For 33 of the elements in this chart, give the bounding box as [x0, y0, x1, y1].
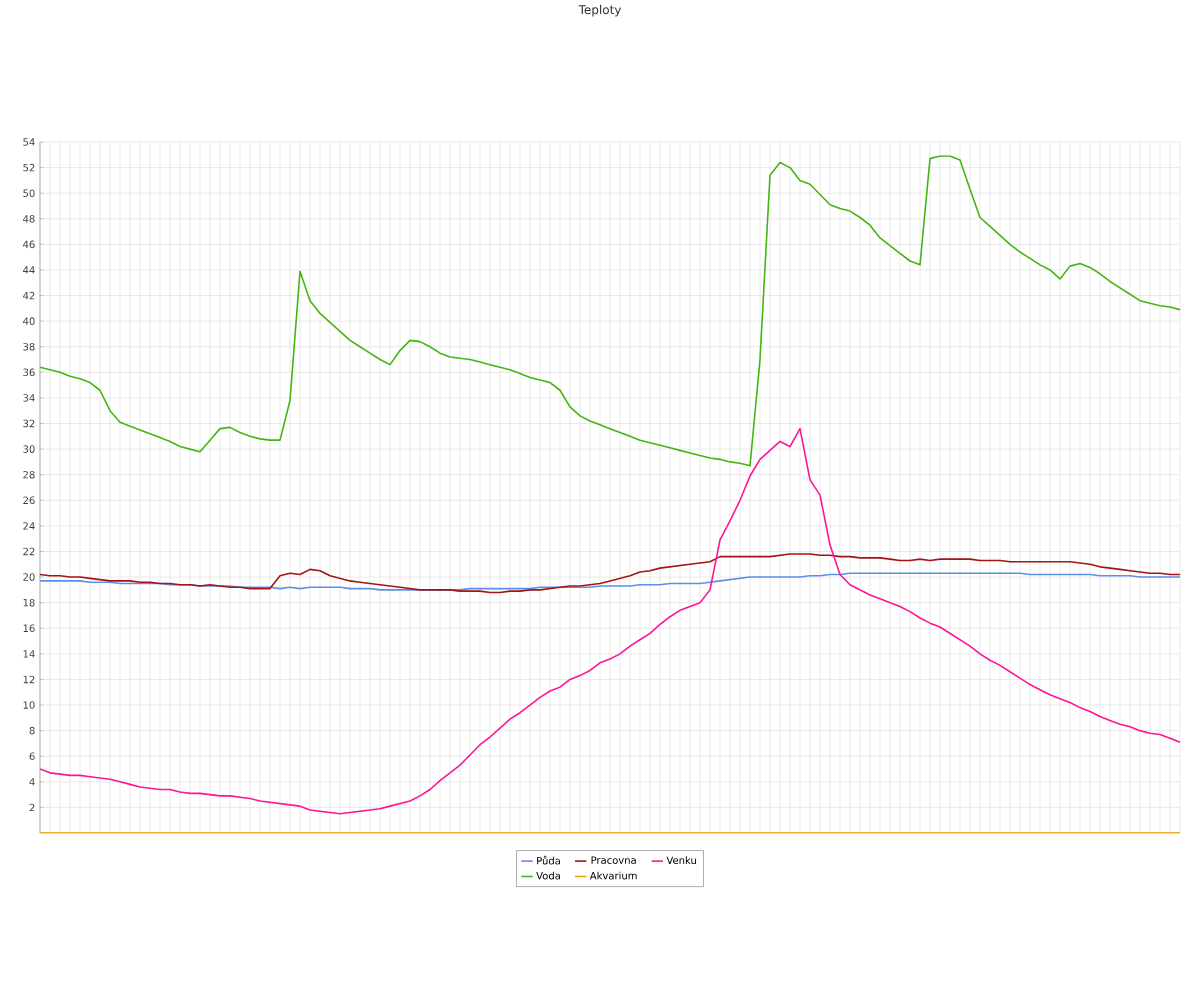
y-tick-label: 30	[23, 445, 35, 453]
legend-label: Půda	[537, 855, 560, 865]
y-tick-label: 12	[23, 675, 35, 684]
y-tick-label: 54	[23, 138, 35, 146]
legend-label: Akvarium	[589, 871, 637, 880]
y-tick-label: 46	[23, 240, 35, 249]
y-tick-label: 38	[23, 342, 35, 351]
y-tick-label: 48	[23, 214, 35, 223]
y-tick-label: 6	[29, 752, 35, 761]
y-tick-label: 18	[23, 598, 35, 607]
y-tick-label: 28	[23, 470, 35, 479]
y-tick-label: 40	[23, 317, 35, 325]
y-tick-label: 10	[23, 701, 35, 709]
legend-label: Pracovna	[591, 856, 636, 864]
y-tick-label: 34	[23, 394, 35, 402]
y-tick-label: 52	[23, 163, 35, 172]
legend-label: Venku	[666, 856, 696, 865]
y-tick-label: 14	[23, 650, 35, 658]
y-tick-label: 20	[23, 573, 35, 581]
y-tick-label: 42	[23, 291, 35, 300]
y-tick-label: 50	[23, 189, 35, 197]
y-tick-label: 44	[23, 266, 35, 274]
y-tick-label: 2	[29, 803, 35, 812]
y-tick-label: 8	[29, 726, 35, 735]
y-tick-label: 26	[23, 496, 35, 505]
legend-label: Voda	[536, 871, 560, 880]
y-tick-label: 4	[29, 778, 35, 786]
chart-title: Teploty	[578, 4, 622, 17]
y-tick-label: 24	[23, 522, 35, 530]
y-tick-label: 22	[23, 547, 35, 556]
y-tick-label: 36	[23, 368, 35, 377]
y-tick-label: 16	[23, 624, 35, 633]
y-tick-label: 32	[23, 419, 35, 428]
